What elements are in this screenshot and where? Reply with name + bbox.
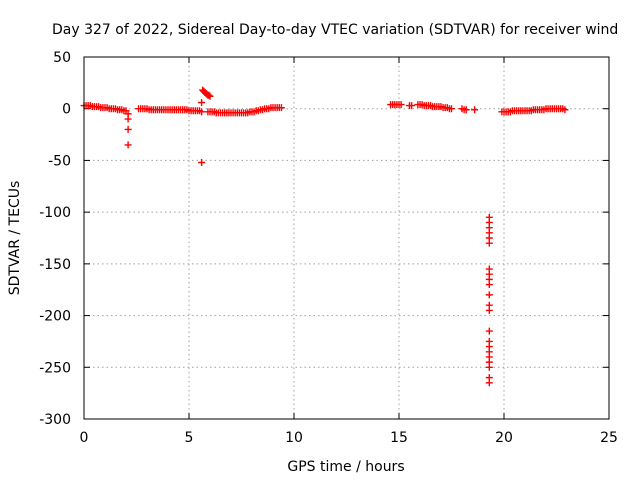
data-point (485, 363, 493, 371)
data-point (485, 379, 493, 387)
data-point (485, 239, 493, 247)
data-point (485, 306, 493, 314)
data-point (206, 92, 214, 100)
data-point (277, 104, 285, 112)
x-tick-label: 20 (495, 430, 513, 446)
y-tick-label: 50 (53, 50, 71, 66)
y-tick-label: -50 (48, 153, 71, 169)
data-point (124, 125, 132, 133)
data-point (408, 102, 416, 110)
x-tick-label: 5 (185, 430, 194, 446)
data-point (124, 115, 132, 123)
data-point (124, 141, 132, 149)
data-point (198, 158, 206, 166)
y-axis-label: SDTVAR / TECUs (7, 181, 23, 296)
y-tick-label: 0 (62, 102, 71, 118)
data-point (205, 91, 213, 99)
y-tick-label: -150 (39, 257, 71, 273)
data-points (80, 86, 569, 387)
data-point (462, 106, 470, 114)
data-point (485, 327, 493, 335)
x-tick-label: 25 (600, 430, 618, 446)
tick-labels: 0 5 10 15 20 25 50 0 -50 -100 -150 -200 -250 -300 (39, 50, 618, 446)
data-point (561, 106, 569, 114)
x-tick-label: 10 (285, 430, 303, 446)
data-point (397, 101, 405, 109)
y-tick-label: -300 (39, 412, 71, 428)
chart-title: Day 327 of 2022, Sidereal Day-to-day VTE… (52, 22, 618, 38)
x-axis-label: GPS time / hours (287, 459, 404, 475)
plot-frame (83, 56, 610, 420)
data-point (448, 105, 455, 113)
data-point (471, 106, 479, 114)
x-tick-label: 15 (390, 430, 408, 446)
y-tick-label: -250 (39, 360, 71, 376)
y-tick-label: -100 (39, 205, 71, 221)
data-point (485, 291, 493, 299)
data-point (198, 99, 206, 107)
x-tick-label: 0 (80, 430, 89, 446)
data-point (198, 108, 206, 116)
data-point (485, 281, 493, 289)
y-tick-label: -200 (39, 309, 71, 325)
